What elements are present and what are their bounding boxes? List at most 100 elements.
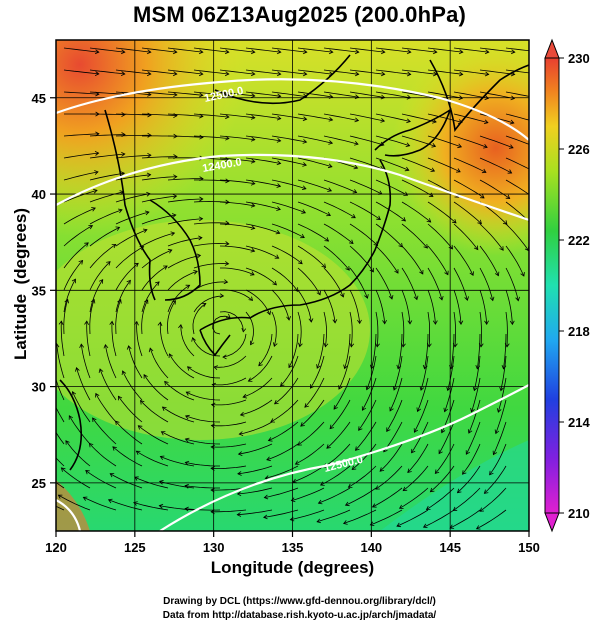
streamline-arrowhead: [440, 428, 446, 434]
streamline: [323, 201, 356, 219]
streamline-arrowhead: [352, 189, 358, 194]
streamline-arrowhead: [502, 220, 508, 225]
streamline: [375, 47, 411, 53]
streamline-arrowhead: [406, 71, 412, 77]
streamline-arrowhead: [185, 391, 191, 396]
streamline: [297, 223, 329, 242]
streamline: [323, 179, 357, 193]
streamline-arrowhead: [422, 523, 428, 528]
streamline-arrowhead: [198, 235, 203, 241]
streamline: [479, 245, 499, 276]
streamline: [193, 263, 229, 269]
streamline-arrowhead: [75, 367, 80, 372]
streamline: [401, 289, 411, 324]
streamline-arrowhead: [333, 405, 338, 410]
streamline-arrowhead: [276, 206, 281, 211]
streamline-arrowhead: [199, 92, 204, 98]
streamline: [219, 113, 255, 119]
streamline-arrowhead: [126, 279, 131, 285]
streamline-arrowhead: [479, 507, 485, 512]
streamline: [219, 179, 255, 185]
streamline-arrowhead: [489, 296, 495, 302]
streamline: [349, 311, 353, 347]
streamline: [141, 232, 175, 247]
streamline: [349, 289, 361, 324]
streamline: [56, 481, 65, 489]
streamline-arrowhead: [126, 345, 132, 350]
streamline: [141, 265, 168, 291]
streamline-arrowhead: [407, 468, 412, 474]
streamline: [271, 113, 307, 120]
streamline-arrowhead: [308, 318, 314, 323]
streamline-arrowhead: [492, 450, 498, 456]
streamline-arrowhead: [148, 347, 154, 353]
x-tick-label: 145: [439, 540, 461, 555]
streamline-arrowhead: [213, 365, 218, 370]
streamline: [349, 47, 385, 53]
streamline-arrowhead: [266, 456, 271, 462]
streamline: [500, 355, 507, 391]
streamline: [193, 113, 229, 118]
streamline: [427, 113, 463, 123]
japan-honshu: [199, 159, 392, 331]
japan-kyushu: [199, 329, 231, 357]
streamline-arrowhead: [276, 183, 282, 188]
streamline-arrowhead: [270, 418, 275, 423]
streamline: [401, 201, 431, 223]
streamline-arrowhead: [323, 342, 329, 348]
streamline: [479, 135, 514, 149]
streamline-arrowhead: [392, 386, 398, 391]
streamline-arrowhead: [142, 228, 148, 234]
streamline: [479, 267, 494, 301]
credit-data: Data from http://database.rish.kyoto-u.a…: [162, 610, 437, 621]
streamline-arrowhead: [250, 158, 256, 164]
streamline: [505, 179, 529, 195]
streamline-arrowhead: [510, 49, 516, 55]
streamline-arrowhead: [380, 49, 386, 55]
streamline-arrowhead: [84, 242, 89, 247]
streamline: [323, 245, 350, 271]
streamline-arrowhead: [250, 225, 256, 230]
streamline-arrowhead: [239, 411, 245, 417]
streamline-arrowhead: [470, 407, 475, 413]
streamline-arrowhead: [413, 295, 419, 301]
streamline-arrowhead: [267, 437, 273, 442]
streamline-arrowhead: [462, 470, 467, 475]
streamline: [375, 223, 403, 248]
streamline-arrowhead: [348, 239, 354, 244]
streamline: [58, 494, 91, 511]
streamline-arrowhead: [250, 93, 256, 98]
streamline-arrowhead: [286, 316, 291, 321]
streamline-arrowhead: [328, 49, 334, 55]
streamline-arrowhead: [416, 407, 421, 413]
streamline: [83, 496, 117, 511]
streamline: [479, 223, 504, 251]
streamline: [141, 249, 172, 269]
streamline-arrowhead: [508, 144, 514, 149]
contour-12400: [56, 153, 529, 222]
streamline-arrowhead: [111, 243, 117, 249]
streamline-arrowhead: [407, 320, 413, 325]
streamline-arrowhead: [263, 514, 268, 520]
streamline-arrowhead: [64, 298, 69, 304]
streamline: [449, 509, 481, 529]
streamline-arrowhead: [394, 269, 399, 274]
streamline-arrowhead: [115, 420, 120, 426]
streamline: [268, 421, 299, 441]
streamline: [471, 377, 481, 413]
streamline: [193, 135, 229, 139]
streamline-arrowhead: [98, 278, 104, 284]
streamline: [304, 377, 325, 408]
streamline-arrowhead: [432, 320, 438, 325]
streamline: [63, 152, 99, 159]
streamline: [399, 487, 429, 509]
streamline-arrowhead: [68, 415, 73, 420]
streamline-arrowhead: [403, 191, 409, 196]
streamline: [214, 355, 247, 368]
streamline: [271, 311, 277, 347]
streamline: [99, 368, 117, 401]
streamline-arrowhead: [147, 152, 152, 158]
streamline-arrowhead: [225, 178, 230, 184]
streamline-arrowhead: [146, 49, 152, 55]
y-tick-label: 45: [32, 91, 46, 106]
